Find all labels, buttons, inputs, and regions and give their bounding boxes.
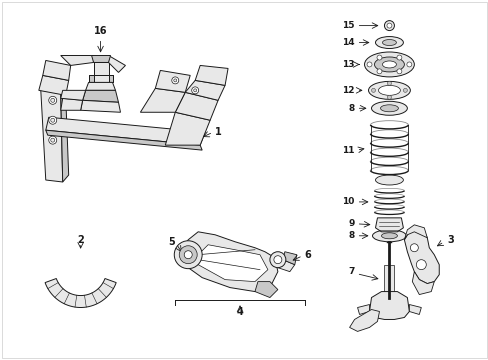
Text: 14: 14 [341, 38, 354, 47]
Circle shape [49, 96, 57, 104]
Text: 3: 3 [447, 235, 453, 245]
Polygon shape [82, 90, 118, 102]
Polygon shape [88, 75, 93, 82]
Polygon shape [369, 292, 408, 319]
Text: 16: 16 [94, 26, 107, 36]
Polygon shape [277, 260, 294, 272]
Polygon shape [384, 265, 394, 298]
Circle shape [415, 260, 426, 270]
Polygon shape [140, 88, 185, 112]
Polygon shape [88, 75, 112, 82]
Polygon shape [165, 112, 210, 145]
Ellipse shape [381, 233, 397, 239]
Circle shape [184, 251, 192, 259]
Circle shape [171, 77, 179, 84]
Polygon shape [85, 82, 115, 90]
Circle shape [376, 55, 381, 60]
Polygon shape [46, 130, 202, 150]
Polygon shape [357, 305, 369, 315]
Circle shape [396, 69, 401, 74]
Circle shape [409, 244, 417, 252]
Ellipse shape [372, 230, 406, 242]
Circle shape [406, 62, 411, 67]
Polygon shape [46, 117, 205, 145]
Polygon shape [45, 279, 116, 307]
Circle shape [376, 69, 381, 74]
Polygon shape [39, 75, 68, 95]
Circle shape [366, 62, 371, 67]
Circle shape [386, 23, 391, 28]
Ellipse shape [368, 81, 409, 99]
Circle shape [386, 95, 390, 99]
Polygon shape [282, 252, 296, 265]
Text: 9: 9 [347, 219, 354, 228]
Text: 8: 8 [347, 231, 354, 240]
Polygon shape [91, 55, 110, 62]
Circle shape [51, 118, 55, 122]
Polygon shape [61, 55, 93, 66]
Ellipse shape [375, 175, 403, 185]
Text: 11: 11 [342, 145, 354, 154]
Text: 5: 5 [168, 237, 175, 247]
Circle shape [273, 256, 281, 264]
Polygon shape [349, 310, 379, 332]
Circle shape [51, 98, 55, 102]
Polygon shape [42, 60, 71, 80]
Circle shape [386, 81, 390, 85]
Text: 12: 12 [342, 86, 354, 95]
Ellipse shape [382, 61, 396, 68]
Polygon shape [404, 230, 438, 284]
Ellipse shape [380, 105, 398, 112]
Polygon shape [411, 272, 433, 294]
Polygon shape [108, 75, 112, 82]
Circle shape [384, 21, 394, 31]
Text: 2: 2 [77, 235, 84, 245]
Circle shape [396, 55, 401, 60]
Polygon shape [404, 225, 427, 240]
Ellipse shape [374, 57, 404, 72]
Circle shape [371, 88, 375, 92]
Circle shape [403, 88, 407, 92]
Polygon shape [41, 90, 62, 182]
Polygon shape [254, 282, 277, 298]
Polygon shape [375, 218, 403, 232]
Ellipse shape [364, 52, 413, 77]
Text: 13: 13 [342, 60, 354, 69]
Polygon shape [108, 55, 125, 72]
Polygon shape [195, 66, 227, 85]
Text: 1: 1 [215, 127, 222, 137]
Polygon shape [61, 92, 68, 182]
Circle shape [49, 136, 57, 144]
Circle shape [49, 116, 57, 124]
Polygon shape [81, 100, 120, 112]
Text: 4: 4 [236, 307, 243, 318]
Circle shape [191, 87, 198, 94]
Ellipse shape [378, 85, 400, 95]
Circle shape [269, 252, 285, 268]
Polygon shape [182, 232, 277, 292]
Polygon shape [198, 245, 267, 282]
Polygon shape [185, 80, 224, 100]
Text: 10: 10 [342, 197, 354, 206]
Text: 8: 8 [347, 104, 354, 113]
Polygon shape [61, 98, 82, 110]
Circle shape [173, 79, 176, 82]
Polygon shape [155, 71, 190, 92]
Circle shape [193, 89, 196, 92]
Text: 15: 15 [342, 21, 354, 30]
Ellipse shape [371, 101, 407, 115]
Polygon shape [93, 62, 108, 75]
Polygon shape [61, 90, 85, 100]
Circle shape [51, 138, 55, 142]
Text: 7: 7 [347, 267, 354, 276]
Polygon shape [175, 92, 218, 120]
Circle shape [174, 241, 202, 269]
Ellipse shape [382, 40, 396, 45]
Ellipse shape [375, 37, 403, 49]
Text: 6: 6 [304, 250, 311, 260]
Circle shape [179, 246, 197, 264]
Polygon shape [408, 305, 421, 315]
